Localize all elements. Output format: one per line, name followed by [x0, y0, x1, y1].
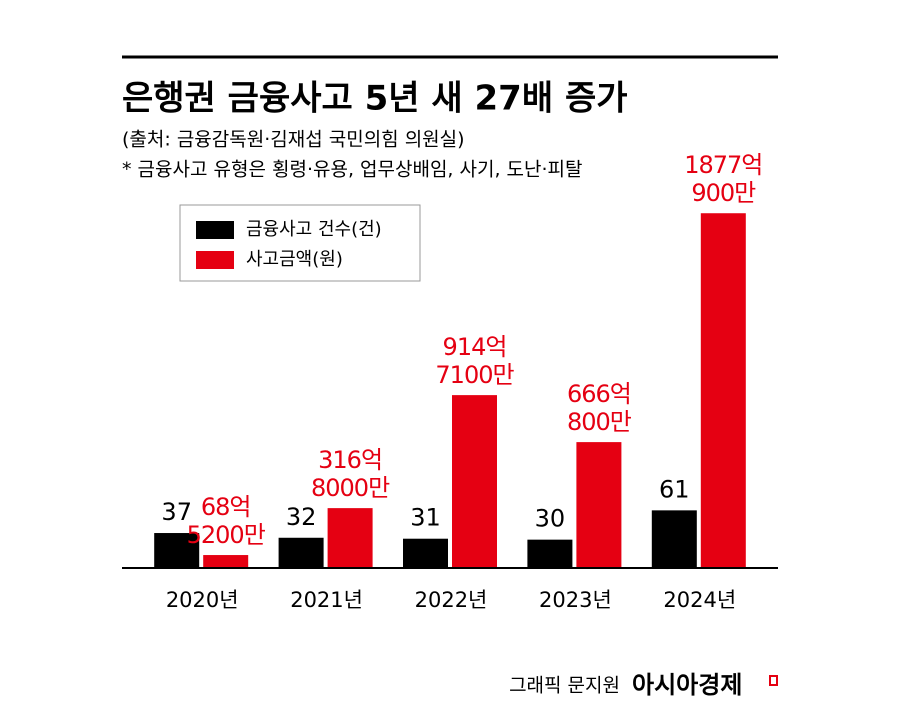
- brand-mark: [769, 675, 778, 686]
- bar: [278, 537, 324, 568]
- value-label: 914억 7100만: [435, 333, 514, 389]
- value-label: 68억 5200만: [187, 493, 266, 549]
- chart-title: 은행권 금융사고 5년 새 27배 증가: [122, 79, 628, 119]
- value-label: 666억 800만: [567, 380, 632, 436]
- bar: [527, 539, 573, 568]
- bar: [700, 213, 746, 569]
- brand: 아시아경제: [632, 671, 742, 699]
- value-label: 30: [535, 505, 566, 533]
- value-label: 61: [659, 475, 690, 503]
- x-tick-label: 2020년: [166, 588, 239, 612]
- x-tick-label: 2023년: [539, 588, 612, 612]
- x-tick-label: 2022년: [415, 588, 488, 612]
- value-label: 37: [161, 498, 192, 526]
- bar: [403, 538, 448, 568]
- legend-label: 사고금액(원): [246, 249, 343, 270]
- legend-swatch: [196, 251, 234, 269]
- bar: [203, 555, 249, 568]
- value-label: 31: [410, 504, 441, 532]
- chart-note: * 금융사고 유형은 횡령·유용, 업무상배임, 사기, 도난·피탈: [122, 159, 583, 181]
- value-label: 32: [286, 503, 317, 531]
- legend-swatch: [196, 221, 234, 239]
- x-tick-label: 2024년: [663, 588, 736, 612]
- bar: [651, 510, 697, 568]
- bar: [452, 395, 497, 568]
- chart-subtitle: (출처: 금융감독원·김재섭 국민의힘 의원실): [122, 129, 465, 151]
- value-label: 1877억 900만: [684, 151, 762, 207]
- bar: [327, 508, 373, 568]
- credit: 그래픽 문지원: [509, 675, 620, 697]
- legend-label: 금융사고 건수(건): [246, 219, 382, 240]
- x-tick-label: 2021년: [290, 588, 363, 612]
- bar: [576, 442, 622, 568]
- value-label: 316억 8000만: [311, 446, 390, 502]
- bar: [154, 533, 200, 568]
